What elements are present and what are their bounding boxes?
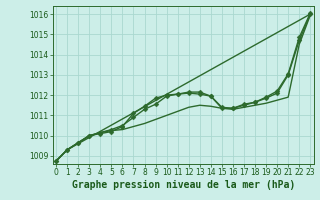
X-axis label: Graphe pression niveau de la mer (hPa): Graphe pression niveau de la mer (hPa)	[72, 180, 295, 190]
